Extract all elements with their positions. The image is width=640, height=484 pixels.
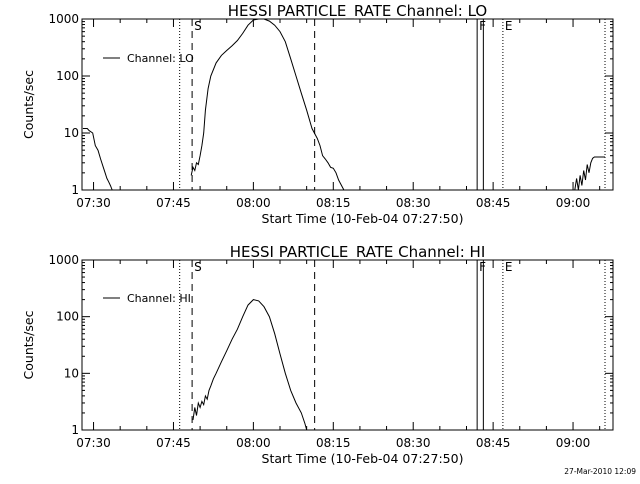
marker-label-f: F xyxy=(479,19,486,33)
x-tick-label: 08:15 xyxy=(316,436,351,450)
x-tick-label: 08:15 xyxy=(316,196,351,210)
y-tick-label: 100 xyxy=(56,69,79,83)
x-tick-label: 07:45 xyxy=(156,436,191,450)
x-tick-label: 08:00 xyxy=(236,196,271,210)
plot-frame xyxy=(81,259,614,431)
timestamp-label: 27-Mar-2010 12:09 xyxy=(564,467,636,476)
x-tick-label: 08:45 xyxy=(476,196,511,210)
y-tick-label: 10 xyxy=(64,126,79,140)
marker-label-f: F xyxy=(479,260,486,274)
chart-title: HESSI PARTICLE_RATE Channel: HI xyxy=(230,243,486,262)
x-tick-label: 08:30 xyxy=(396,196,431,210)
x-tick-label: 08:30 xyxy=(396,436,431,450)
marker-label-s: S xyxy=(194,260,202,274)
x-tick-label: 07:45 xyxy=(156,196,191,210)
y-tick-label: 1 xyxy=(71,423,79,437)
x-tick-label: 07:30 xyxy=(76,436,111,450)
y-tick-label: 1000 xyxy=(48,12,79,26)
marker-label-e: E xyxy=(505,19,513,33)
y-tick-label: 100 xyxy=(56,310,79,324)
y-tick-label: 1000 xyxy=(48,253,79,267)
panel-hi: HESSI PARTICLE_RATE Channel: HI Counts/se… xyxy=(21,243,614,466)
y-axis-label: Counts/sec xyxy=(21,70,36,139)
x-axis-label: Start Time (10-Feb-04 07:27:50) xyxy=(262,451,464,466)
y-tick-label: 1 xyxy=(71,183,79,197)
series-line xyxy=(190,18,345,191)
x-tick-label: 07:30 xyxy=(76,196,111,210)
legend-label: Channel: LO xyxy=(127,52,194,65)
marker-label-e: E xyxy=(505,260,513,274)
legend-label: Channel: HI xyxy=(127,292,191,305)
x-axis-label: Start Time (10-Feb-04 07:27:50) xyxy=(262,211,464,226)
series-line xyxy=(574,156,605,191)
x-tick-label: 08:45 xyxy=(476,436,511,450)
x-tick-label: 09:00 xyxy=(556,436,591,450)
marker-label-s: S xyxy=(194,19,202,33)
x-tick-label: 08:00 xyxy=(236,436,271,450)
series-line xyxy=(192,299,308,431)
series-line xyxy=(82,128,113,191)
x-tick-label: 09:00 xyxy=(556,196,591,210)
y-axis-label: Counts/sec xyxy=(21,310,36,379)
y-tick-label: 10 xyxy=(64,366,79,380)
panel-lo: HESSI PARTICLE_RATE Channel: LO Counts/se… xyxy=(21,2,614,226)
plot-frame xyxy=(81,18,614,191)
chart-title: HESSI PARTICLE_RATE Channel: LO xyxy=(228,2,487,21)
